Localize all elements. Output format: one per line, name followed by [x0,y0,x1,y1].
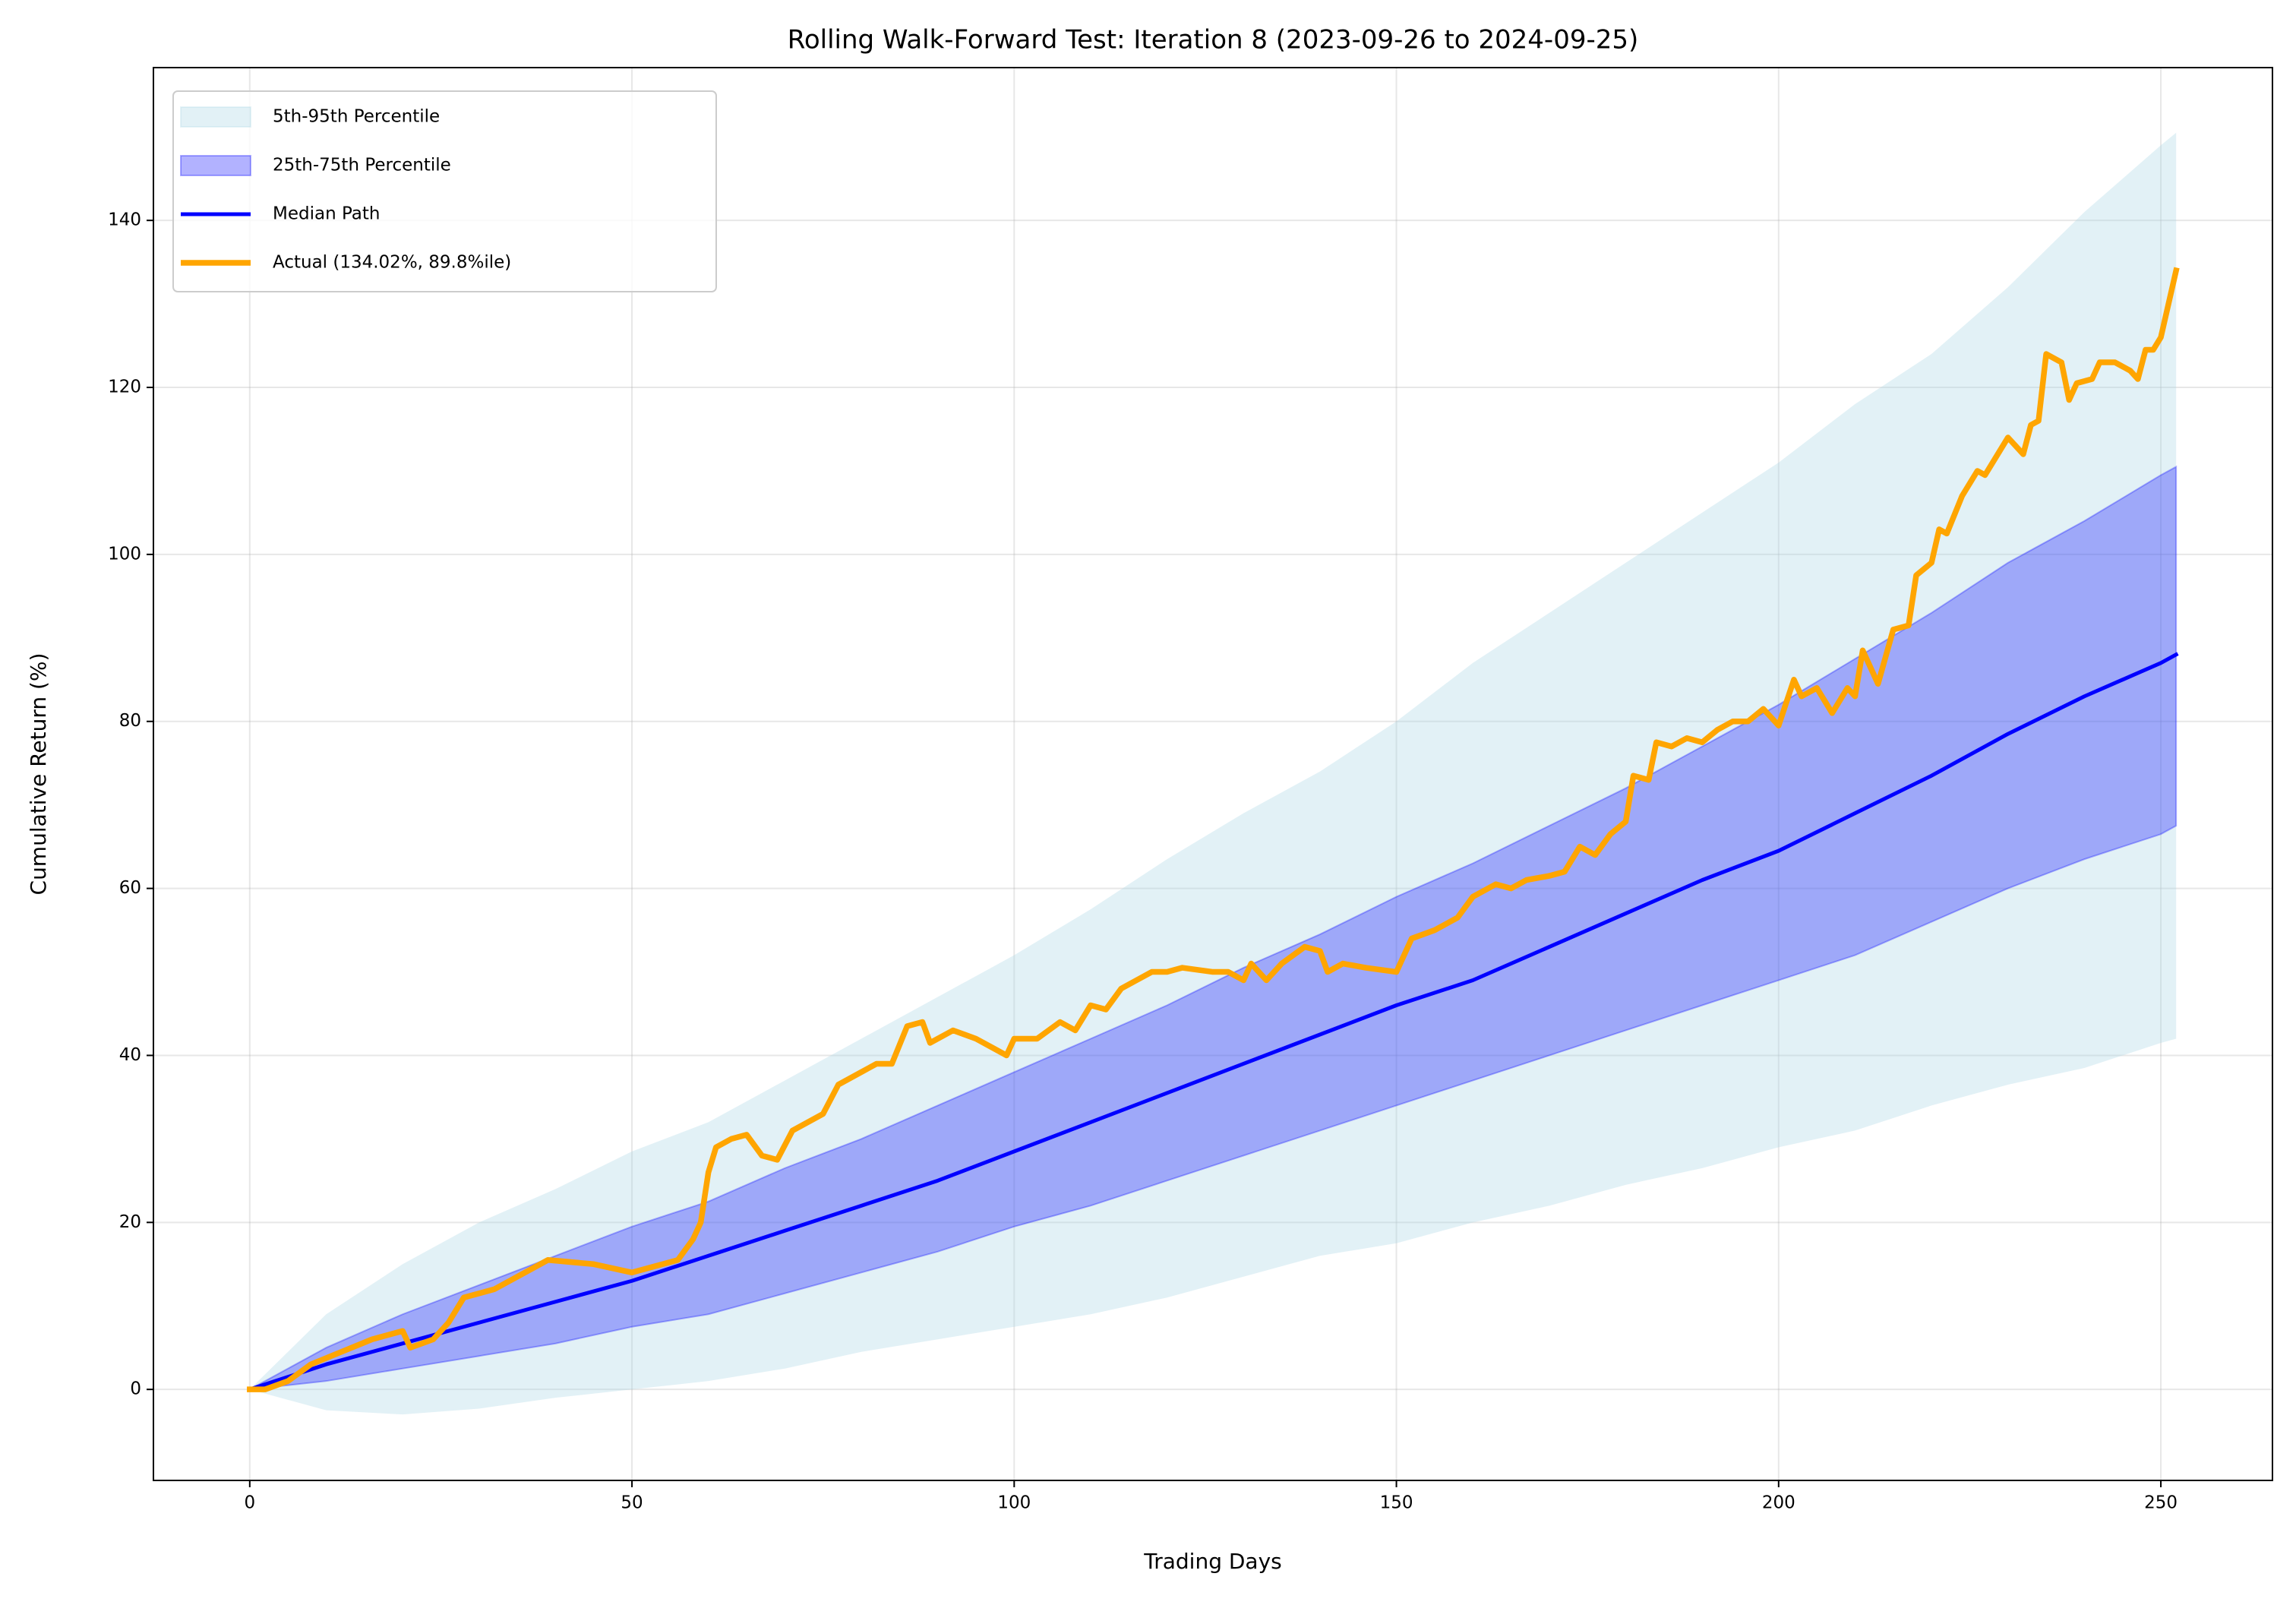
x-axis-label: Trading Days [1143,1549,1282,1574]
x-tick-label: 100 [997,1493,1031,1513]
x-tick-label: 150 [1380,1493,1413,1513]
band [249,465,2178,1391]
legend-label: 25th-75th Percentile [273,156,451,175]
x-tick-label: 250 [2144,1493,2178,1513]
legend-label: 5th-95th Percentile [273,107,440,127]
line [247,652,2179,1392]
legend-box [172,90,717,292]
axes-frame [153,67,2273,1481]
legend-swatch [180,155,251,176]
x-tick-label: 50 [621,1493,643,1513]
y-tick-label: 20 [119,1212,141,1232]
line [247,267,2180,1392]
y-tick-label: 0 [130,1379,141,1399]
y-axis-label: Cumulative Return (%) [26,653,51,896]
legend-label: Median Path [273,204,381,224]
y-tick-label: 100 [108,544,141,564]
x-tick-label: 200 [1762,1493,1795,1513]
band [249,132,2177,1415]
legend-label: Actual (134.02%, 89.8%ile) [273,253,511,273]
y-tick-label: 120 [108,378,141,397]
y-tick-label: 60 [119,878,141,898]
chart-title: Rolling Walk-Forward Test: Iteration 8 (… [788,25,1639,55]
y-tick-label: 80 [119,711,141,731]
legend-swatch [180,106,251,128]
y-tick-label: 40 [119,1045,141,1065]
y-tick-label: 140 [108,210,141,230]
x-tick-label: 0 [244,1493,255,1513]
